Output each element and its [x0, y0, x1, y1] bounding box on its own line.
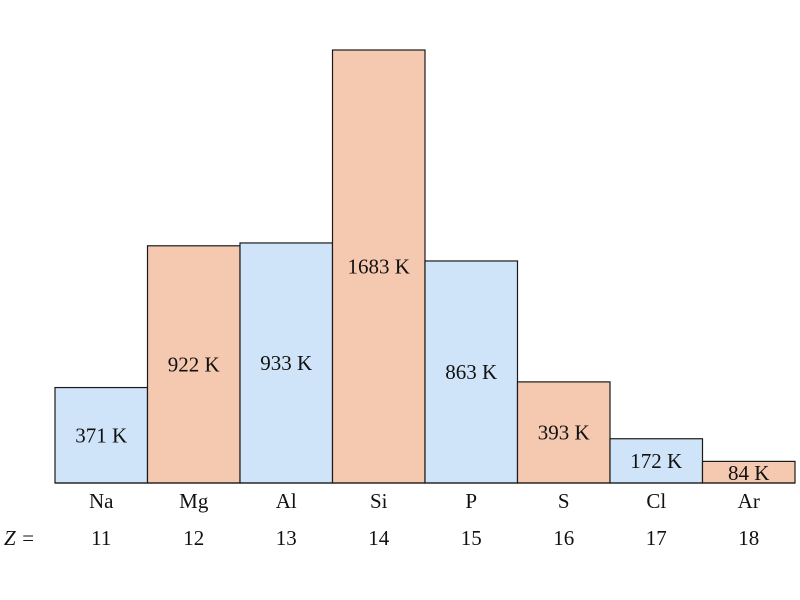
- labels-group: 371 K Na 11 922 K Mg 12 933 K Al 13 1683 K Si 14 863…: [75, 255, 769, 551]
- atomic-number-label-p: 15: [461, 526, 482, 550]
- atomic-number-label-cl: 17: [646, 526, 667, 550]
- bar-na: [54, 386, 149, 484]
- bar-p: [424, 260, 519, 484]
- value-label-p: 863 K: [445, 360, 497, 384]
- bar-s: [516, 381, 611, 484]
- category-label-p: P: [465, 489, 477, 513]
- category-label-si: Si: [370, 489, 388, 513]
- category-label-s: S: [558, 489, 570, 513]
- atomic-number-label-al: 13: [276, 526, 297, 550]
- value-label-ar: 84 K: [728, 461, 769, 485]
- atomic-number-label-ar: 18: [738, 526, 759, 550]
- atomic-number-label-na: 11: [91, 526, 111, 550]
- category-label-cl: Cl: [646, 489, 666, 513]
- value-label-s: 393 K: [538, 420, 590, 444]
- bars-group: [54, 49, 796, 484]
- value-label-si: 1683 K: [348, 255, 410, 279]
- atomic-number-label-mg: 12: [183, 526, 204, 550]
- value-label-na: 371 K: [75, 423, 127, 447]
- bar-mg: [146, 245, 241, 484]
- atomic-number-row-label: Z =: [4, 526, 35, 550]
- bar-si: [331, 49, 426, 484]
- atomic-number-label-s: 16: [553, 526, 574, 550]
- value-label-al: 933 K: [260, 351, 312, 375]
- value-label-cl: 172 K: [630, 449, 682, 473]
- bar-al: [239, 242, 334, 484]
- category-label-na: Na: [89, 489, 114, 513]
- category-label-al: Al: [276, 489, 297, 513]
- category-label-mg: Mg: [179, 489, 209, 513]
- value-label-mg: 922 K: [168, 352, 220, 376]
- atomic-number-label-si: 14: [368, 526, 390, 550]
- category-label-ar: Ar: [738, 489, 760, 513]
